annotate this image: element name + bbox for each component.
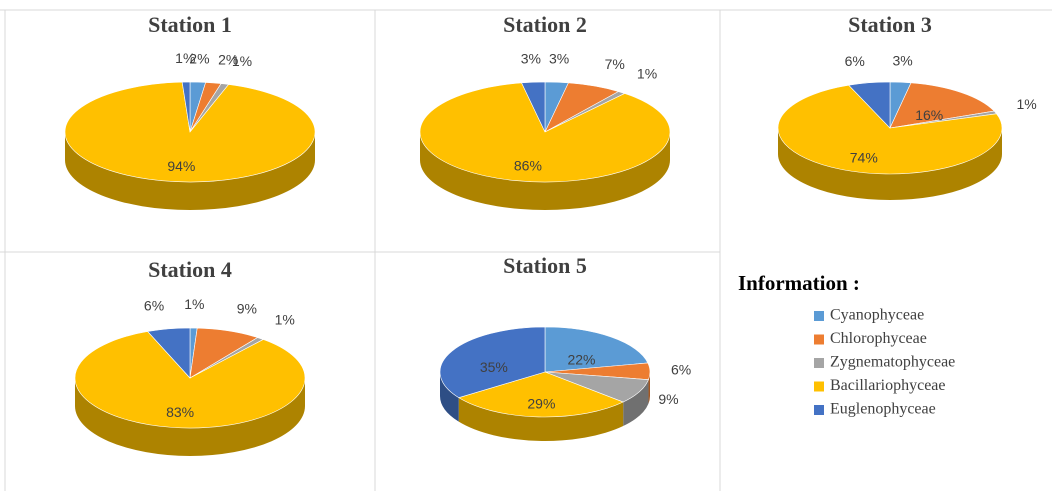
data-label: 1% xyxy=(232,53,252,69)
data-label: 16% xyxy=(915,107,943,123)
data-label: 9% xyxy=(237,300,257,316)
legend-swatch xyxy=(814,358,824,368)
legend-swatch xyxy=(814,311,824,321)
pie-side xyxy=(65,132,315,210)
data-label: 1% xyxy=(637,65,657,81)
legend-swatch xyxy=(814,405,824,415)
pie-slice xyxy=(521,81,546,133)
pie-side xyxy=(458,397,624,441)
pie-slice xyxy=(147,327,191,379)
chart-title: Station 4 xyxy=(148,257,232,282)
data-label: 2% xyxy=(218,51,238,67)
data-label: 6% xyxy=(845,53,865,69)
pie-slice xyxy=(544,326,649,373)
data-label: 6% xyxy=(671,362,691,378)
legend-title: Information : xyxy=(738,271,860,295)
data-label: 1% xyxy=(1016,96,1036,112)
data-label: 74% xyxy=(850,150,878,166)
data-label: 9% xyxy=(658,391,678,407)
pie-slice xyxy=(181,81,191,133)
pie-slice xyxy=(64,81,316,183)
chart-title: Station 2 xyxy=(503,12,587,37)
data-label: 1% xyxy=(175,50,195,66)
pie-side xyxy=(420,132,670,210)
pie-slice xyxy=(439,326,546,398)
data-label: 1% xyxy=(275,311,295,327)
data-label: 86% xyxy=(514,157,542,173)
pie-side xyxy=(778,128,1002,200)
pie-side xyxy=(75,378,305,456)
pie-side xyxy=(648,372,650,404)
data-label: 2% xyxy=(189,50,209,66)
pie-slice xyxy=(889,82,995,129)
data-label: 1% xyxy=(184,296,204,312)
data-label: 3% xyxy=(521,51,541,67)
pie-slice xyxy=(777,84,1003,175)
pie-slice xyxy=(458,371,624,418)
pie-slice xyxy=(419,82,671,183)
legend-label: Chlorophyceae xyxy=(830,330,927,347)
data-label: 29% xyxy=(527,395,555,411)
data-label: 94% xyxy=(167,158,195,174)
pie-side xyxy=(623,379,649,427)
legend-swatch xyxy=(814,334,824,345)
data-label: 7% xyxy=(605,56,625,72)
legend-label: Zygnematophyceae xyxy=(830,354,955,371)
data-label: 3% xyxy=(549,51,569,67)
data-label: 35% xyxy=(480,359,508,375)
data-label: 83% xyxy=(166,404,194,420)
pie-slice xyxy=(848,81,891,129)
chart-title: Station 1 xyxy=(148,12,232,37)
legend-swatch xyxy=(814,381,824,392)
legend-label: Euglenophyceae xyxy=(830,401,936,418)
data-label: 6% xyxy=(144,297,164,313)
legend-label: Bacillariophyceae xyxy=(830,377,946,394)
data-label: 3% xyxy=(893,52,913,68)
data-label: 22% xyxy=(567,352,595,368)
pie-slice xyxy=(74,331,306,429)
chart-title: Station 5 xyxy=(503,253,587,278)
legend-label: Cyanophyceae xyxy=(830,307,924,324)
pie-side xyxy=(440,372,459,422)
chart-title: Station 3 xyxy=(848,12,932,37)
